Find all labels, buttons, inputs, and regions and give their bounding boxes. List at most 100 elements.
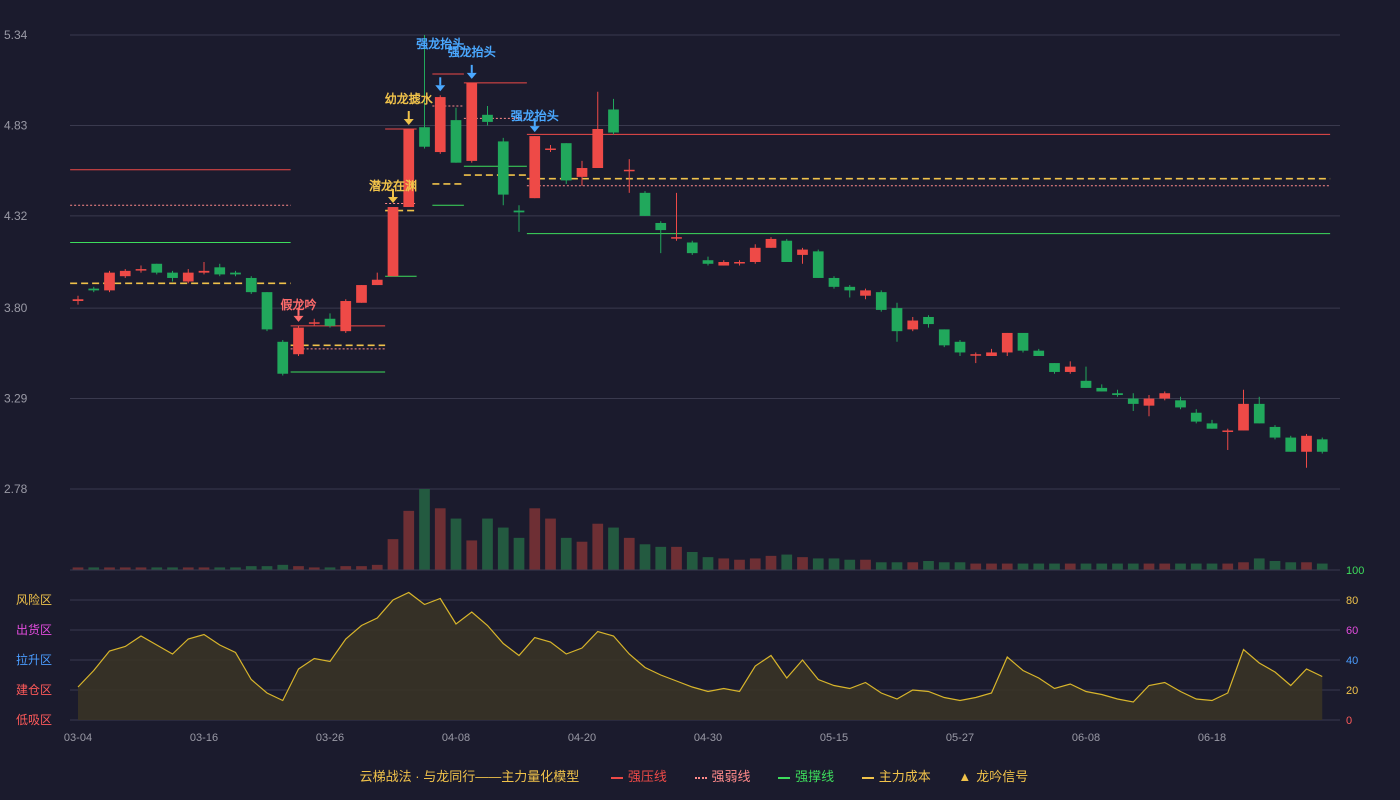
volume-bar (403, 510, 415, 570)
candle-body (1175, 400, 1186, 408)
candle-body (875, 292, 887, 310)
legend-item-support[interactable]: 强撑线 (778, 769, 838, 784)
volume-bar (434, 508, 446, 570)
volume-bar (938, 562, 950, 570)
volume-bar (497, 527, 509, 570)
candle-body (734, 262, 745, 264)
volume-bar (639, 544, 651, 570)
candle-body (608, 109, 619, 133)
candle-body (860, 290, 871, 296)
candle-body (135, 269, 147, 271)
axis-labels: 5.34 4.83 4.32 3.80 3.29 2.78 03-04 03-16 03-26 0… (4, 28, 1226, 744)
volume-bar (230, 567, 241, 570)
volume-bar (1159, 563, 1171, 570)
signal-arrow-icon (403, 118, 414, 125)
volume-bar (797, 557, 808, 570)
volume-bar (356, 566, 367, 570)
candle-body (797, 249, 808, 255)
candle-body (938, 329, 950, 346)
candle-body (1238, 403, 1249, 431)
candle-body (1080, 380, 1092, 388)
volume-bar (765, 555, 777, 570)
date-tick-label: 05-15 (820, 732, 848, 744)
indicator-area (78, 592, 1323, 720)
volume-bar (718, 558, 730, 570)
date-tick-label: 04-08 (442, 732, 470, 744)
candle-body (1127, 398, 1139, 404)
candle-body (1017, 332, 1029, 351)
volume-bar (686, 552, 698, 570)
weak-swatch (694, 776, 707, 779)
legend-item-weak[interactable]: 强弱线 (694, 769, 755, 784)
candle-body (356, 285, 367, 303)
legend-label: 龙吟信号 (976, 769, 1029, 784)
legend-item-signal[interactable]: ▲ 龙吟信号 (958, 769, 1028, 784)
candle-body (308, 322, 320, 324)
candle-body (513, 210, 525, 213)
volume-bar (1222, 563, 1234, 570)
candle-body (1269, 426, 1281, 438)
zone-label: 拉升区 (16, 652, 52, 667)
date-tick-label: 03-26 (316, 732, 344, 744)
candle-body (923, 316, 934, 325)
signal-label: 强龙抬头 (416, 36, 464, 51)
candle-body (592, 128, 604, 169)
volume-bar (781, 554, 793, 570)
volume-bar (828, 558, 840, 570)
date-tick-label: 06-18 (1198, 732, 1226, 744)
signal-label: 强龙抬头 (448, 44, 496, 59)
date-tick-label: 05-27 (946, 732, 974, 744)
candle-body (702, 260, 714, 264)
candle-body (686, 242, 698, 254)
candle-body (119, 270, 131, 277)
volume-bar (529, 508, 541, 570)
candle-body (671, 237, 682, 239)
candle-body (434, 97, 446, 153)
candle-body (230, 272, 241, 275)
volume-bar (734, 559, 745, 570)
candle-body (623, 169, 635, 172)
signal-arrow-icon (388, 197, 398, 204)
signal-arrow-icon (435, 85, 446, 92)
zone-label: 出货区 (16, 622, 52, 637)
candle-body (387, 207, 399, 277)
candle-body (214, 267, 226, 275)
pressure-swatch (610, 776, 623, 779)
candle-body (529, 136, 541, 199)
volume-bar (608, 527, 619, 570)
candle-body (891, 308, 903, 332)
volume-bar (812, 558, 824, 570)
candle-body (718, 262, 730, 266)
volume-bar (1316, 563, 1328, 570)
volume-bars (72, 489, 1328, 570)
candle-body (954, 341, 966, 353)
volume-bar (261, 566, 273, 570)
volume-bar (182, 567, 194, 570)
volume-bar (72, 567, 84, 570)
candle-body (482, 114, 493, 122)
legend-item-cost[interactable]: 主力成本 (861, 769, 935, 784)
volume-bar (1238, 562, 1249, 570)
volume-bar (1190, 563, 1202, 570)
volume-bar (466, 540, 478, 570)
level-lines (70, 73, 1331, 373)
volume-bar (1033, 563, 1045, 570)
candle-body (277, 341, 289, 374)
candle-body (765, 238, 777, 248)
volume-bar (151, 567, 163, 570)
candle-body (781, 240, 793, 262)
date-tick-label: 04-30 (694, 732, 722, 744)
volume-bar (923, 561, 934, 570)
volume-bar (702, 557, 714, 570)
zone-label: 低吸区 (16, 713, 52, 727)
legend-item-pressure[interactable]: 强压线 (610, 769, 671, 784)
volume-bar (655, 546, 667, 570)
candle-body (1096, 387, 1108, 392)
volume-bar (482, 518, 493, 570)
volume-bar (277, 564, 289, 570)
candle-body (1159, 393, 1171, 399)
volume-bar (860, 559, 871, 570)
candle-body (419, 127, 430, 147)
indicator-tick-label: 40 (1346, 655, 1358, 667)
